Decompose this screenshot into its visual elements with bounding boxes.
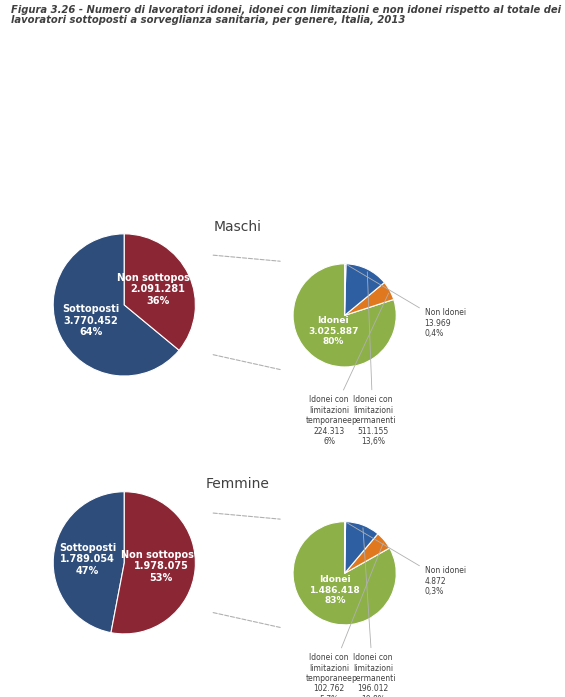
Wedge shape — [53, 492, 124, 633]
Text: lavoratori sottoposti a sorveglianza sanitaria, per genere, Italia, 2013: lavoratori sottoposti a sorveglianza san… — [11, 15, 406, 25]
Text: Non idonei
4.872
0,3%: Non idonei 4.872 0,3% — [347, 523, 466, 596]
Text: Idonei con
limitazioni
permanenti
196.012
10,8%: Idonei con limitazioni permanenti 196.01… — [351, 528, 396, 697]
Wedge shape — [345, 522, 378, 573]
Wedge shape — [293, 264, 396, 367]
Text: Idonei con
limitazioni
permanenti
511.155
13,6%: Idonei con limitazioni permanenti 511.15… — [351, 272, 396, 446]
Text: Idonei con
limitazioni
temporanee
102.762
5,7%: Idonei con limitazioni temporanee 102.76… — [306, 543, 383, 697]
Wedge shape — [345, 282, 394, 315]
Wedge shape — [293, 521, 396, 625]
Text: Sottoposti
3.770.452
64%: Sottoposti 3.770.452 64% — [62, 304, 119, 337]
Wedge shape — [111, 492, 195, 634]
Text: Non Idonei
13.969
0,4%: Non Idonei 13.969 0,4% — [347, 266, 466, 338]
Text: Idonei
1.486.418
83%: Idonei 1.486.418 83% — [310, 575, 360, 605]
Wedge shape — [53, 233, 179, 376]
Text: Non sottoposti
1.978.075
53%: Non sottoposti 1.978.075 53% — [120, 550, 202, 583]
Text: Figura 3.26 - Numero di lavoratori idonei, idonei con limitazioni e non idonei r: Figura 3.26 - Numero di lavoratori idone… — [11, 5, 561, 15]
Text: Idonei con
limitazioni
temporanee
224.313
6%: Idonei con limitazioni temporanee 224.31… — [306, 293, 389, 446]
Wedge shape — [345, 521, 346, 573]
Text: Sottoposti
1.789.054
47%: Sottoposti 1.789.054 47% — [59, 543, 116, 576]
Wedge shape — [345, 534, 390, 573]
Wedge shape — [124, 234, 195, 351]
Text: Idonei
3.025.887
80%: Idonei 3.025.887 80% — [308, 316, 358, 346]
Wedge shape — [345, 264, 384, 315]
Text: Femmine: Femmine — [205, 477, 270, 491]
Wedge shape — [345, 264, 346, 315]
Text: Maschi: Maschi — [214, 220, 261, 233]
Text: Non sottoposti
2.091.281
36%: Non sottoposti 2.091.281 36% — [118, 273, 198, 306]
